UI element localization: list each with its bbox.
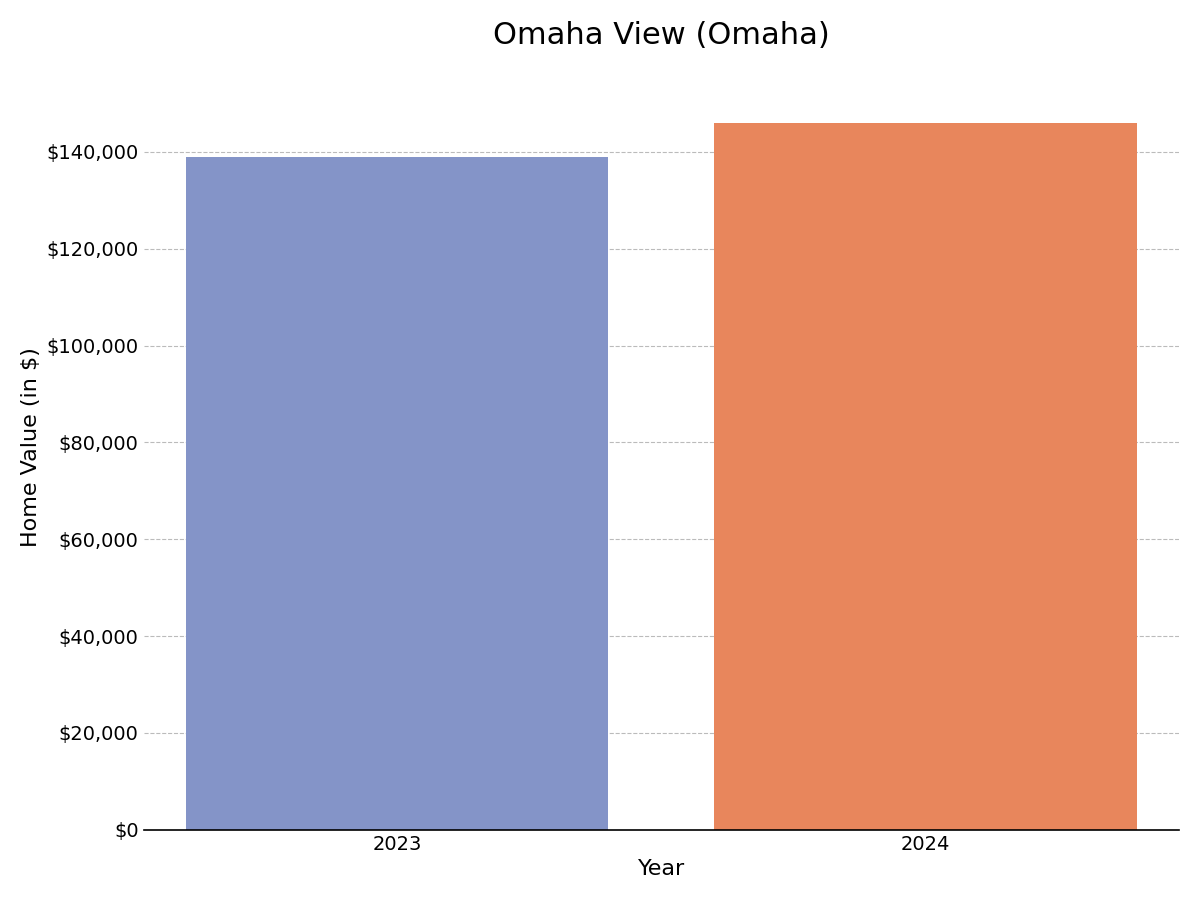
Bar bbox=[714, 122, 1136, 830]
Bar bbox=[186, 157, 608, 830]
Y-axis label: Home Value (in $): Home Value (in $) bbox=[20, 347, 41, 547]
X-axis label: Year: Year bbox=[637, 860, 685, 879]
Title: Omaha View (Omaha): Omaha View (Omaha) bbox=[493, 21, 829, 50]
